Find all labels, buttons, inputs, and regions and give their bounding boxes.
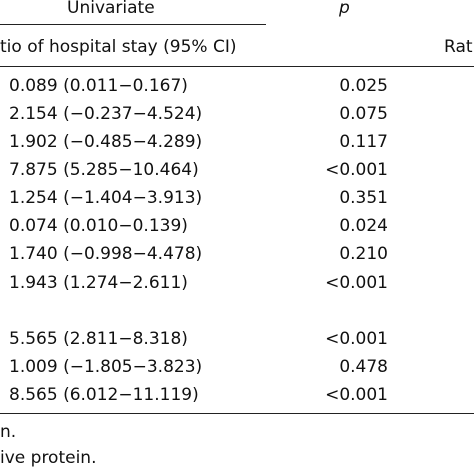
table-row: 0.089 (0.011−0.167) 0.025 — [0, 71, 474, 101]
ratio-ci-cell: 1.254 (−1.404−3.913) — [9, 188, 203, 208]
table-row: 7.875 (5.285−10.464) <0.001 — [0, 155, 474, 185]
table-row: 0.074 (0.010−0.139) 0.024 — [0, 211, 474, 241]
header-bottom-rule — [0, 66, 474, 68]
ratio-ci-cell: 1.740 (−0.998−4.478) — [9, 244, 203, 264]
table-row: 5.565 (2.811−8.318) <0.001 — [0, 324, 474, 354]
table-row: 1.902 (−0.485−4.289) 0.117 — [0, 127, 474, 157]
univariate-underline — [0, 24, 266, 26]
table-row: 1.009 (−1.805−3.823) 0.478 — [0, 352, 474, 382]
table-row: 2.154 (−0.237−4.524) 0.075 — [0, 99, 474, 129]
p-value-cell: 0.024 — [339, 216, 388, 236]
ratio-ci-cell: 1.943 (1.274−2.611) — [9, 273, 188, 293]
ratio-ci-cell: 8.565 (6.012−11.119) — [9, 385, 199, 405]
p-value-cell: 0.117 — [339, 132, 388, 152]
table-bottom-rule — [0, 413, 474, 415]
footnote: n. — [0, 422, 17, 442]
right-ratio-column-header: Rat — [444, 37, 473, 57]
ratio-ci-cell: 1.902 (−0.485−4.289) — [9, 132, 203, 152]
ratio-ci-cell: 1.009 (−1.805−3.823) — [9, 357, 203, 377]
ratio-ci-cell: 0.089 (0.011−0.167) — [9, 76, 188, 96]
table-row: 1.254 (−1.404−3.913) 0.351 — [0, 183, 474, 213]
table-row: 1.740 (−0.998−4.478) 0.210 — [0, 239, 474, 269]
ratio-ci-cell: 2.154 (−0.237−4.524) — [9, 104, 203, 124]
ratio-column-header: tio of hospital stay (95% CI) — [0, 37, 237, 57]
p-value-cell: 0.075 — [339, 104, 388, 124]
p-value-header: p — [339, 0, 350, 18]
ratio-ci-cell: 7.875 (5.285−10.464) — [9, 160, 199, 180]
p-value-cell: 0.351 — [339, 188, 388, 208]
p-value-cell: 0.025 — [339, 76, 388, 96]
ratio-ci-cell: 5.565 (2.811−8.318) — [9, 329, 188, 349]
p-value-cell: <0.001 — [325, 385, 388, 405]
p-value-cell: <0.001 — [325, 329, 388, 349]
p-value-cell: <0.001 — [325, 160, 388, 180]
p-value-cell: 0.210 — [339, 244, 388, 264]
p-value-cell: <0.001 — [325, 273, 388, 293]
ratio-ci-cell: 0.074 (0.010−0.139) — [9, 216, 188, 236]
p-value-cell: 0.478 — [339, 357, 388, 377]
table-row: 1.943 (1.274−2.611) <0.001 — [0, 268, 474, 298]
table-row: 8.565 (6.012−11.119) <0.001 — [0, 380, 474, 410]
footnote: ive protein. — [0, 448, 97, 468]
univariate-header: Univariate — [67, 0, 155, 18]
